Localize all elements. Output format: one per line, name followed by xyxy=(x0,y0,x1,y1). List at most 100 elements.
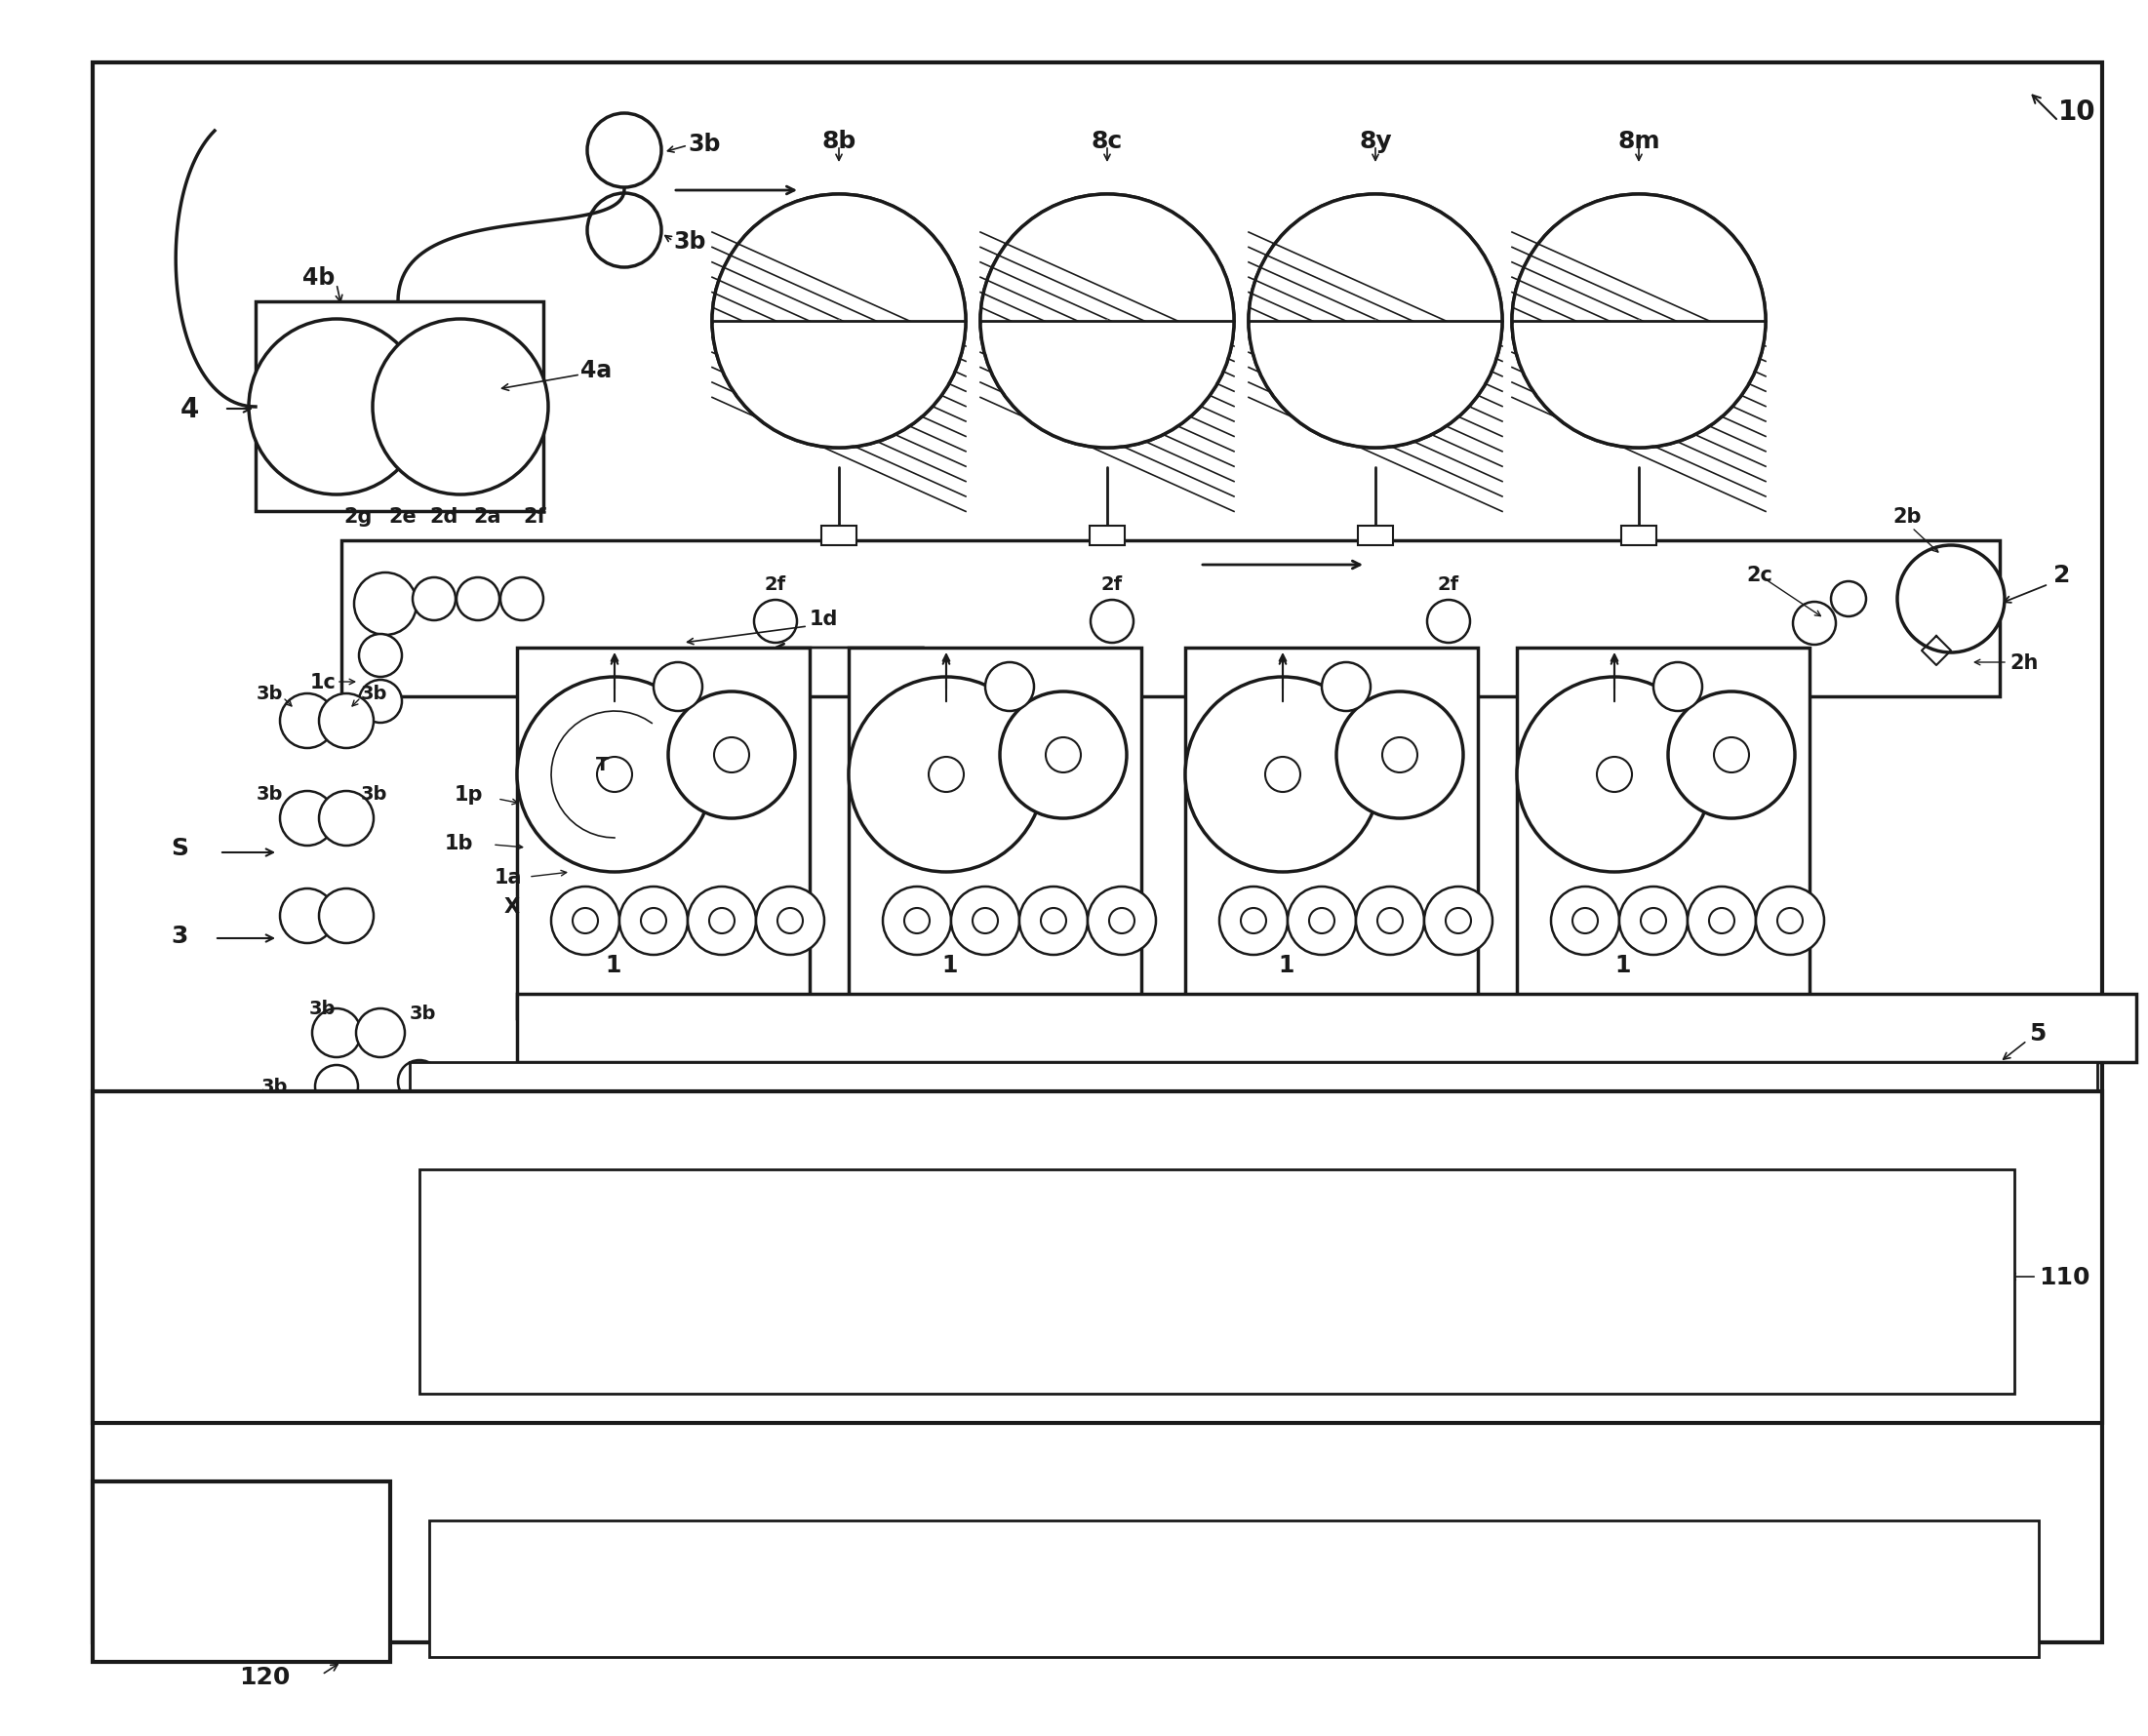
Circle shape xyxy=(279,694,335,748)
Text: 3b: 3b xyxy=(361,785,387,804)
Circle shape xyxy=(668,693,795,819)
Circle shape xyxy=(1897,545,2004,653)
Text: 1g: 1g xyxy=(580,1024,608,1043)
Circle shape xyxy=(1553,1045,1637,1128)
Circle shape xyxy=(586,194,662,267)
Circle shape xyxy=(1776,908,1802,934)
Text: 3: 3 xyxy=(170,924,187,948)
Circle shape xyxy=(1355,887,1424,955)
Text: 1: 1 xyxy=(1278,953,1293,977)
Text: S: S xyxy=(170,837,189,859)
Circle shape xyxy=(320,792,374,845)
Circle shape xyxy=(1641,908,1667,934)
Bar xyxy=(1622,526,1656,545)
Text: 4: 4 xyxy=(180,396,200,424)
Text: 1q: 1q xyxy=(698,1019,724,1038)
Text: 1h: 1h xyxy=(668,1019,696,1038)
Circle shape xyxy=(1755,887,1824,955)
Circle shape xyxy=(1321,663,1370,712)
Text: 2f: 2f xyxy=(524,507,546,526)
Text: 3b: 3b xyxy=(672,231,707,253)
Circle shape xyxy=(1336,1071,1366,1102)
Circle shape xyxy=(642,1045,724,1128)
Circle shape xyxy=(653,663,702,712)
Text: 1p: 1p xyxy=(453,785,483,804)
Text: 1b: 1b xyxy=(445,833,473,852)
Text: 3b: 3b xyxy=(687,132,720,156)
Wedge shape xyxy=(1514,319,1764,446)
Text: 1e: 1e xyxy=(610,1024,636,1043)
Circle shape xyxy=(713,194,967,448)
Circle shape xyxy=(1042,908,1065,934)
Circle shape xyxy=(1669,693,1796,819)
Circle shape xyxy=(986,663,1033,712)
Bar xyxy=(1547,1019,1781,1154)
Circle shape xyxy=(359,635,402,677)
Circle shape xyxy=(713,196,964,448)
Text: 1a: 1a xyxy=(494,868,522,887)
Circle shape xyxy=(580,1071,610,1102)
Circle shape xyxy=(713,738,750,773)
Text: 8b: 8b xyxy=(823,130,857,153)
Circle shape xyxy=(904,908,930,934)
Circle shape xyxy=(1654,663,1701,712)
Circle shape xyxy=(1046,738,1080,773)
Circle shape xyxy=(1265,757,1300,792)
Text: 2h: 2h xyxy=(2011,653,2038,672)
Wedge shape xyxy=(713,319,964,446)
Circle shape xyxy=(885,1045,967,1128)
Circle shape xyxy=(1336,693,1463,819)
Circle shape xyxy=(1512,196,1766,448)
Circle shape xyxy=(359,681,402,724)
Text: 8c: 8c xyxy=(1091,130,1123,153)
Text: 8m: 8m xyxy=(1617,130,1660,153)
Bar xyxy=(342,542,2000,696)
Circle shape xyxy=(372,319,548,495)
Circle shape xyxy=(687,887,756,955)
Circle shape xyxy=(354,573,417,635)
Text: T: T xyxy=(597,755,610,774)
Circle shape xyxy=(1087,887,1156,955)
Bar xyxy=(848,648,1141,1019)
Bar xyxy=(1089,526,1126,545)
Circle shape xyxy=(586,115,662,187)
Circle shape xyxy=(1220,887,1287,955)
Circle shape xyxy=(1714,738,1748,773)
Text: 2a: 2a xyxy=(475,507,503,526)
Text: 3b: 3b xyxy=(419,1078,447,1095)
Circle shape xyxy=(1248,194,1501,448)
Circle shape xyxy=(574,908,597,934)
Circle shape xyxy=(1020,887,1087,955)
Circle shape xyxy=(848,677,1044,873)
Circle shape xyxy=(1516,677,1712,873)
Circle shape xyxy=(979,194,1233,448)
Circle shape xyxy=(397,1061,440,1104)
Circle shape xyxy=(1688,887,1755,955)
Bar xyxy=(410,1062,2096,1097)
Circle shape xyxy=(1091,601,1134,644)
Circle shape xyxy=(619,887,687,955)
Bar xyxy=(1214,1019,1448,1154)
Bar xyxy=(430,1521,2038,1658)
Circle shape xyxy=(1242,908,1265,934)
Circle shape xyxy=(1186,677,1381,873)
Bar xyxy=(419,1170,2015,1394)
Text: 3b: 3b xyxy=(361,684,387,703)
Circle shape xyxy=(458,578,500,621)
Circle shape xyxy=(982,196,1233,448)
Bar xyxy=(879,1019,1113,1154)
Circle shape xyxy=(597,757,632,792)
Circle shape xyxy=(1830,582,1867,616)
Text: 2f: 2f xyxy=(1437,576,1458,594)
Circle shape xyxy=(1794,602,1837,646)
Circle shape xyxy=(754,601,797,644)
Circle shape xyxy=(973,1045,1055,1128)
Bar xyxy=(92,1481,391,1661)
Circle shape xyxy=(973,908,999,934)
Circle shape xyxy=(1222,1045,1304,1128)
Circle shape xyxy=(883,887,952,955)
Circle shape xyxy=(1579,1071,1611,1102)
Text: 10: 10 xyxy=(2058,99,2096,125)
Circle shape xyxy=(316,1066,359,1108)
Circle shape xyxy=(279,792,335,845)
